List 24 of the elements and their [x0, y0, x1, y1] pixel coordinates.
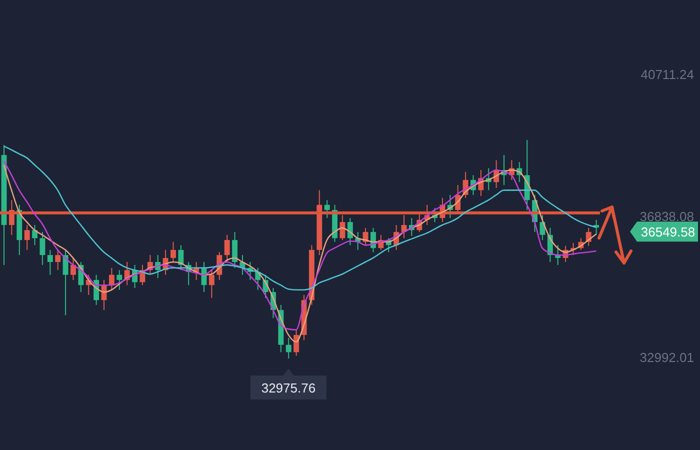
candlestick: [232, 231, 238, 268]
candlestick: [347, 218, 353, 246]
candlestick: [108, 267, 114, 290]
candlestick: [47, 249, 53, 276]
y-tick-label: 40711.24: [640, 67, 694, 82]
candlestick: [540, 214, 546, 241]
candlestick: [40, 231, 46, 266]
candlestick: [208, 270, 214, 298]
candlestick: [62, 249, 68, 316]
candlestick: [224, 234, 230, 263]
candlestick: [340, 214, 346, 241]
candlestick: [32, 224, 38, 246]
y-tick-label: 36838.08: [640, 209, 694, 224]
candlestick: [286, 337, 292, 360]
candlestick: [178, 244, 184, 271]
candlestick: [324, 200, 330, 219]
candlestick: [170, 241, 176, 263]
candlestick: [70, 257, 76, 280]
text: 36549.58: [640, 224, 696, 240]
annotation: 32975.76: [261, 380, 316, 396]
candlestick: [55, 249, 61, 271]
candlestick: [24, 224, 30, 250]
candlestick: [116, 270, 122, 290]
y-tick-label: 32992.01: [640, 350, 694, 365]
